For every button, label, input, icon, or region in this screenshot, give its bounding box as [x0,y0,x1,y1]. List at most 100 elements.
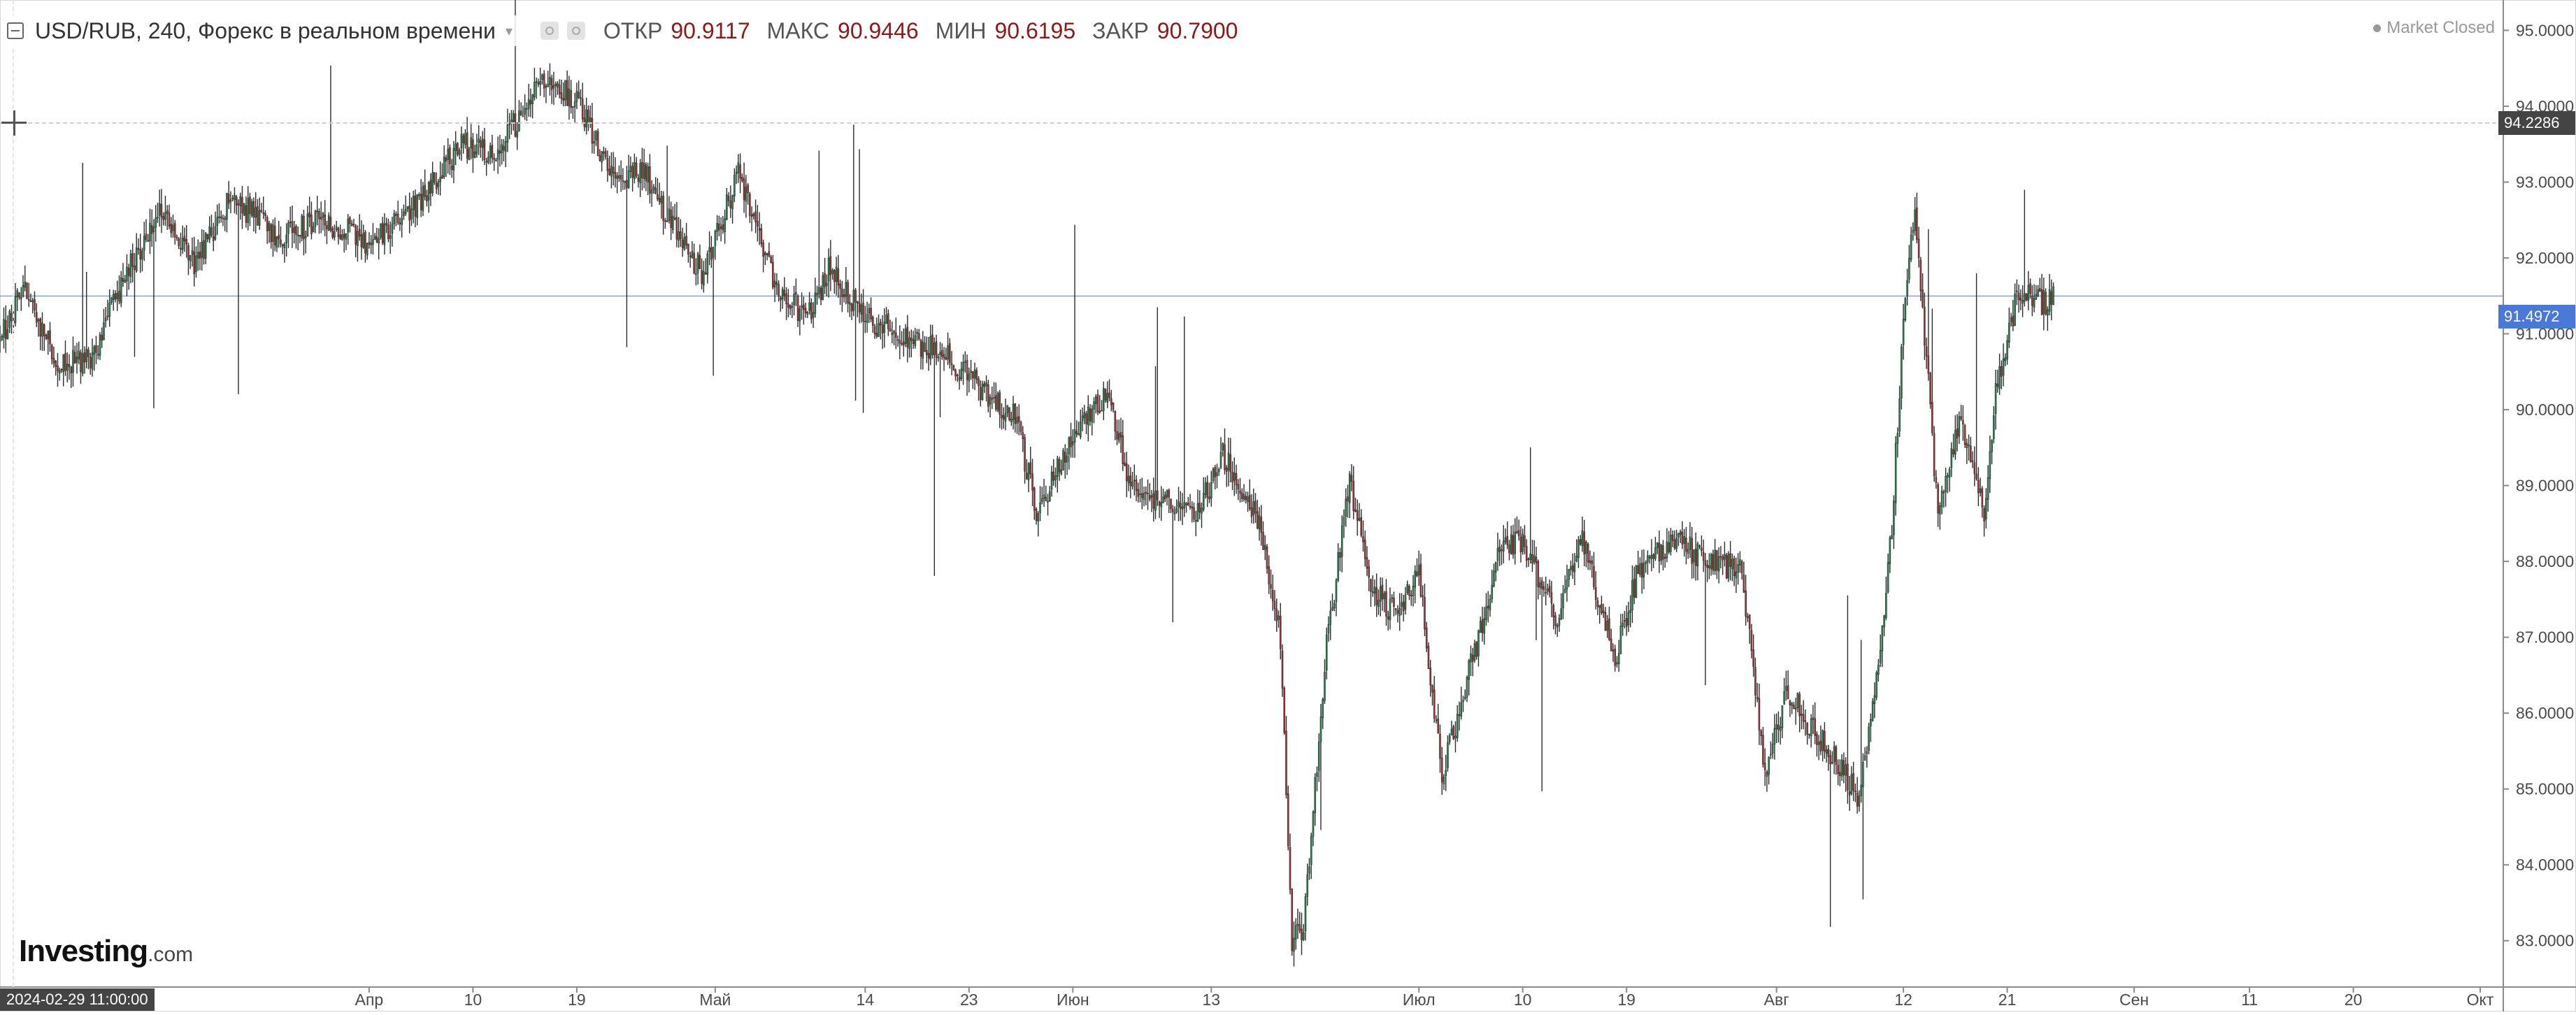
candle-down [1381,584,1384,600]
candle-up [724,218,726,232]
settings-icon[interactable] [566,22,585,40]
crosshair-cursor-icon [1,110,27,136]
crosshair-vertical-line [13,0,14,987]
candle-up [2008,322,2010,343]
candle-up [1677,533,1680,538]
candle-up [468,148,471,161]
candle-down [2001,366,2003,377]
candle-up [734,174,736,196]
candle-up [231,198,234,199]
candle-up [373,235,376,240]
candle-down [445,157,448,161]
candle-up [1866,751,1868,754]
candle-down [1839,772,1841,777]
candle-down [637,178,640,182]
candle-up [1635,566,1638,598]
candle-down [434,172,436,183]
candle-down [2039,288,2041,292]
candle-down [503,145,505,151]
candle-down [339,234,341,239]
candle-down [160,203,163,218]
candle-down [789,305,792,310]
candle-down [499,150,501,154]
candle-down [1187,502,1189,505]
candle-up [1845,764,1847,776]
candle-down [1589,560,1591,563]
collapse-legend-icon[interactable] [7,22,24,39]
candle-down [843,294,845,298]
candle-down [1170,498,1172,510]
chevron-down-icon[interactable]: ▾ [505,23,513,39]
candle-up [322,213,324,217]
candle-up [1710,554,1712,569]
candle-down [2050,291,2053,305]
candle-up [1891,535,1893,540]
candle-down [1152,493,1155,509]
candle-down [750,214,753,217]
symbol-title[interactable]: USD/RUB, 240, Форекс в реальном времени [35,17,496,43]
candle-up [1817,742,1820,745]
candle-up [1175,508,1178,512]
candle-up [1570,566,1572,570]
candle-up [393,213,395,224]
candle-down [1396,610,1399,614]
candle-up [639,163,641,183]
candle-down [1270,584,1272,589]
candle-down [1279,615,1282,649]
candle-down [1125,463,1128,482]
candle-up [1629,610,1631,613]
eye-icon[interactable] [540,22,559,40]
candle-up [357,231,359,246]
candle-down [1387,616,1389,620]
candle-down [941,350,943,357]
candle-up [1808,734,1810,735]
candle-up [172,224,174,231]
candle-down [1758,698,1761,730]
candle-down [1554,615,1557,626]
candle-up [1968,445,1970,447]
candle-down [1512,535,1515,555]
candle-up [831,270,833,274]
candle-down [1593,566,1595,587]
candle-down [587,110,589,123]
candle-down [980,387,982,400]
candle-down [1370,579,1372,592]
candle-down [966,360,968,380]
candle-down [1919,259,1922,291]
candle-down [180,247,182,250]
candle-down [603,152,605,154]
y-tick-label: 89.0000 [2516,477,2574,495]
candle-up [1412,585,1415,596]
candle-up [1181,506,1184,510]
candle-up [518,110,520,132]
candle-up [1901,346,1903,398]
candle-down [331,228,334,238]
candle-up [1216,472,1218,477]
candle-up [537,82,540,85]
candle-down [1856,793,1859,807]
candle-down [599,155,601,161]
candle-down [927,353,930,359]
candle-down [1191,506,1194,509]
candle-down [183,236,186,242]
candle-down [641,161,643,178]
candle-down [414,195,417,217]
candle-up [752,213,755,217]
candle-down [1942,491,1945,494]
candle-down [1970,445,1972,462]
candle-up [691,251,694,259]
candle-up [1514,531,1516,554]
candle-up [78,350,80,359]
candle-up [1331,607,1333,611]
candle-up [1539,582,1541,588]
candle-up [1027,463,1030,481]
candle-up [916,331,918,334]
x-tick-label: Июл [1403,991,1436,1009]
candle-up [1491,584,1494,599]
candle-down [1431,684,1433,693]
candle-down [1966,442,1968,448]
candle-up [745,187,747,202]
candle-up [1617,653,1620,665]
